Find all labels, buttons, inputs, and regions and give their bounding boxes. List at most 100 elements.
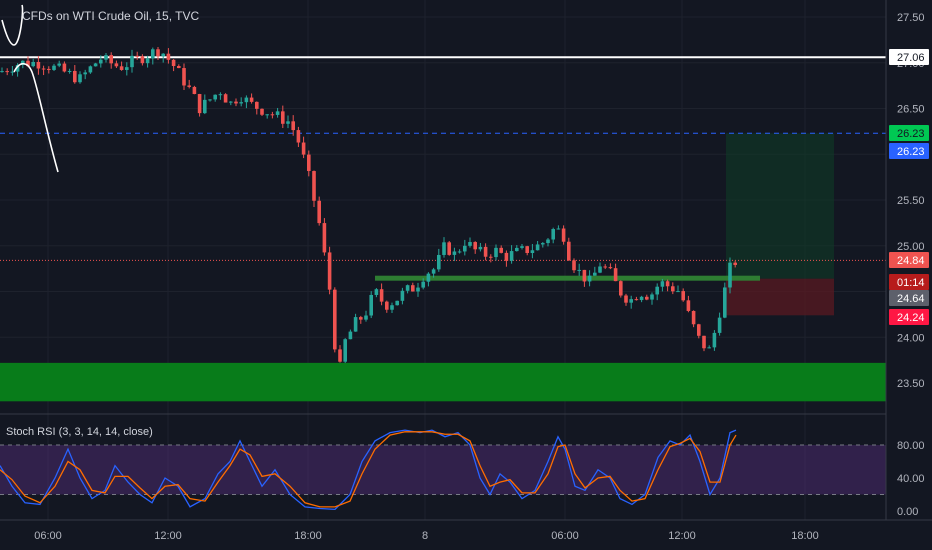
candle-body (145, 58, 150, 64)
candle-body (218, 94, 223, 96)
candle-body (405, 285, 410, 291)
y-tick-label-7: 24.00 (897, 332, 925, 344)
candle-body (447, 242, 451, 255)
candle-body (322, 223, 327, 253)
candle-body (88, 66, 93, 73)
candle-body (395, 300, 399, 306)
candle-body (343, 339, 347, 362)
price-label-bg-6 (889, 309, 929, 325)
candle-body (26, 60, 30, 67)
candle-body (296, 130, 301, 143)
candle-body (390, 305, 394, 310)
candle-body (99, 59, 103, 64)
support-line (375, 275, 760, 281)
candle-body (130, 55, 134, 68)
candle-body (624, 295, 628, 303)
candle-body (109, 55, 113, 64)
candle-body (582, 269, 587, 282)
candle-body (57, 63, 61, 66)
candle-body (73, 70, 77, 83)
candle-body (171, 59, 176, 67)
candle-body (504, 252, 509, 261)
price-label-bg-3 (889, 252, 929, 268)
candle-body (639, 296, 644, 301)
candle-body (93, 63, 98, 67)
candle-body (223, 94, 228, 103)
candle-body (603, 266, 607, 268)
candle-body (645, 296, 649, 300)
candle-body (21, 60, 25, 65)
candle-body (83, 72, 87, 75)
price-label-bg-0 (889, 49, 929, 65)
candle-body (327, 252, 332, 290)
candle-body (317, 200, 321, 224)
candle-body (255, 101, 259, 109)
target-zone (726, 133, 834, 279)
price-label-1: 26.23 (897, 128, 925, 140)
candle-body (291, 121, 295, 131)
candle-body (229, 101, 233, 103)
candle-body (426, 273, 431, 282)
candle-body (15, 64, 20, 72)
candle-body (478, 246, 483, 250)
candle-body (489, 256, 493, 258)
candle-body (353, 317, 358, 332)
candle-body (561, 228, 566, 242)
x-tick-label-1: 12:00 (154, 530, 182, 542)
osc-band (0, 445, 886, 495)
candle-body (634, 299, 639, 301)
candle-body (5, 71, 9, 73)
candle-body (541, 243, 545, 245)
x-tick-label-6: 18:00 (791, 530, 819, 542)
osc-y-tick-label-2: 0.00 (897, 506, 918, 518)
x-tick-label-2: 18:00 (294, 530, 322, 542)
x-tick-label-3: 8 (422, 530, 428, 542)
candle-body (213, 94, 217, 100)
candle-body (463, 245, 467, 252)
x-tick-label-5: 12:00 (668, 530, 696, 542)
candle-body (593, 272, 597, 276)
candle-body (281, 111, 285, 124)
candle-body (707, 347, 711, 349)
candle-body (702, 335, 706, 349)
candle-body (31, 61, 35, 67)
candle-body (468, 242, 472, 246)
candle-body (161, 53, 165, 57)
candle-body (359, 317, 363, 320)
candle-body (307, 154, 311, 172)
candle-body (587, 275, 592, 282)
candle-body (182, 68, 186, 86)
candle-body (494, 247, 498, 258)
candle-body (400, 290, 405, 301)
candle-body (681, 291, 685, 301)
candle-body (686, 300, 691, 311)
candle-body (691, 310, 696, 325)
y-tick-label-2: 26.50 (897, 104, 925, 116)
candle-body (608, 267, 613, 269)
stoch-line-k (0, 429, 737, 511)
candle-body (728, 262, 732, 288)
candle-body (379, 289, 384, 302)
candle-body (723, 287, 727, 318)
candle-body (52, 65, 56, 70)
candle-body (525, 246, 529, 254)
candle-body (104, 55, 108, 60)
candle-body (312, 171, 316, 201)
candle-body (151, 49, 155, 59)
candle-body (62, 63, 67, 72)
candle-body (0, 71, 4, 73)
support-zone (0, 362, 886, 402)
y-tick-label-5: 25.00 (897, 241, 925, 253)
oscillator-title: Stoch RSI (3, 3, 14, 14, close) (6, 426, 153, 438)
candle-body (333, 289, 337, 350)
candle-body (421, 281, 425, 288)
candle-body (374, 289, 379, 295)
candle-body (36, 61, 41, 69)
candle-body (208, 99, 212, 101)
candle-body (655, 286, 659, 295)
candle-body (140, 56, 145, 64)
candle-body (249, 97, 254, 102)
candle-body (187, 85, 191, 87)
